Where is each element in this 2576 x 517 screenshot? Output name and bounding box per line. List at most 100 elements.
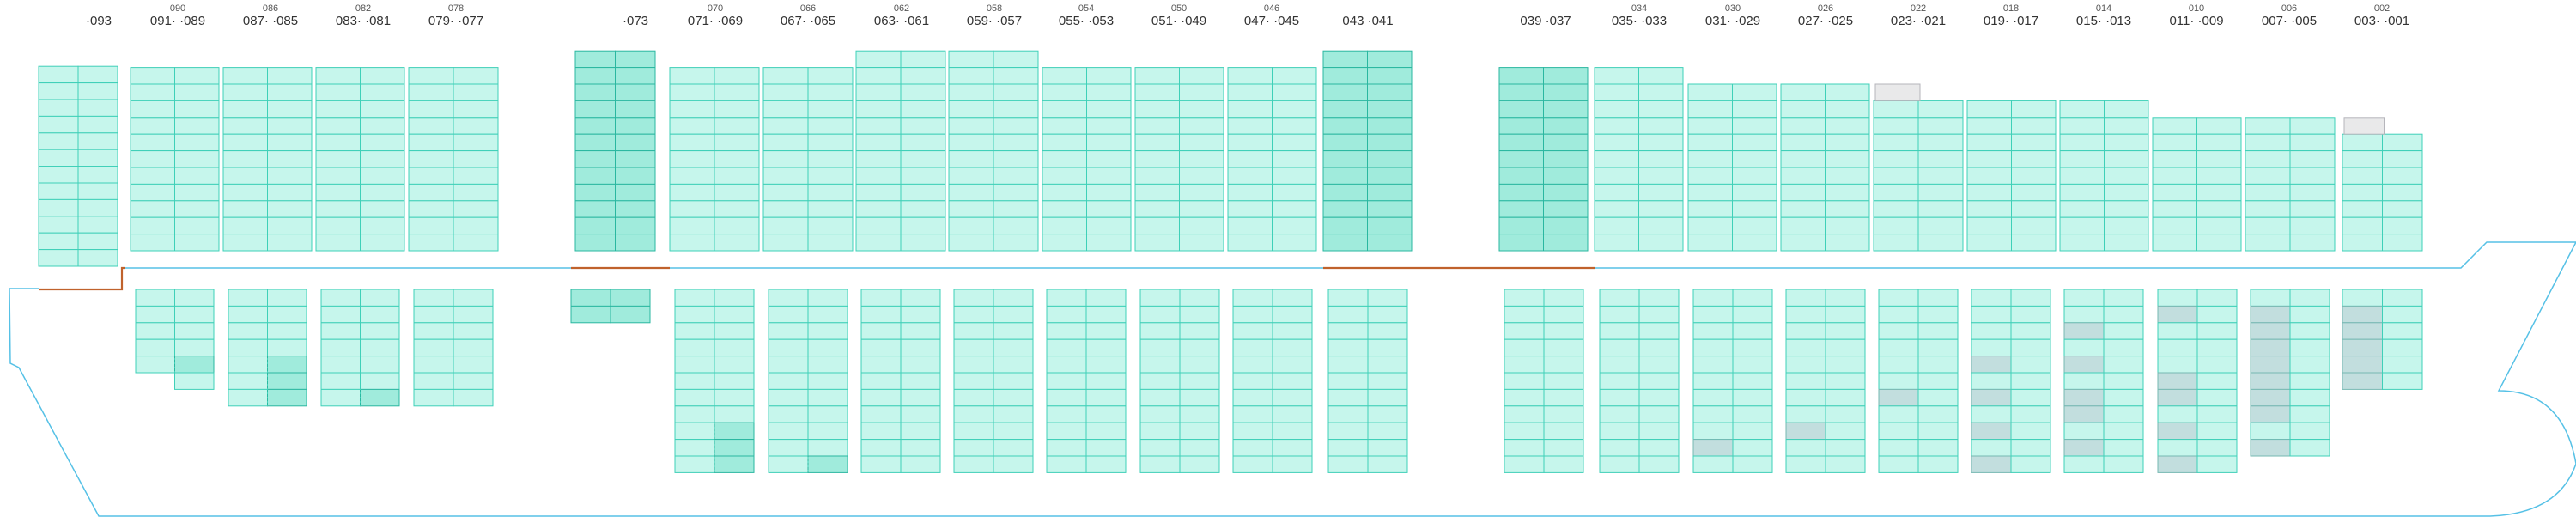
container-slot bbox=[1692, 356, 1734, 374]
container-slot bbox=[2382, 289, 2423, 307]
container-slot bbox=[1638, 234, 1684, 252]
container-slot bbox=[2063, 422, 2105, 441]
container-slot bbox=[674, 338, 715, 357]
container-slot bbox=[360, 183, 405, 202]
container-slot bbox=[1692, 338, 1734, 357]
container-slot bbox=[1638, 133, 1684, 152]
container-slot bbox=[360, 100, 405, 119]
container-slot bbox=[1971, 322, 2012, 340]
container-slot bbox=[1232, 372, 1273, 390]
container-slot bbox=[1179, 183, 1224, 202]
container-slot bbox=[1086, 200, 1132, 218]
container-slot bbox=[855, 183, 902, 202]
container-slot bbox=[714, 150, 760, 168]
container-slot bbox=[174, 117, 220, 135]
container-slot bbox=[1046, 422, 1087, 441]
container-slot bbox=[315, 200, 361, 218]
container-slot bbox=[1732, 422, 1773, 441]
container-slot bbox=[1272, 67, 1317, 85]
container-slot bbox=[413, 388, 454, 407]
container-slot bbox=[768, 405, 809, 423]
container-slot bbox=[1139, 322, 1181, 340]
container-slot bbox=[1873, 216, 1919, 235]
container-slot bbox=[714, 67, 760, 85]
container-slot bbox=[1543, 322, 1584, 340]
container-slot bbox=[1780, 117, 1826, 135]
container-slot bbox=[453, 338, 494, 357]
container-slot bbox=[1825, 372, 1866, 390]
container-slot bbox=[669, 133, 715, 152]
container-slot bbox=[1971, 305, 2012, 324]
container-slot bbox=[669, 234, 715, 252]
container-slot bbox=[2289, 216, 2336, 235]
container-slot bbox=[1687, 100, 1733, 119]
container-slot bbox=[2196, 150, 2242, 168]
container-slot bbox=[714, 388, 755, 407]
container-slot bbox=[993, 455, 1034, 473]
container-slot bbox=[174, 167, 220, 185]
container-slot bbox=[1322, 234, 1368, 252]
container-slot bbox=[2103, 439, 2144, 457]
container-slot bbox=[2011, 200, 2057, 218]
container-slot bbox=[1327, 388, 1369, 407]
container-slot bbox=[1878, 422, 1919, 441]
bay-b050 bbox=[1134, 67, 1224, 473]
container-slot bbox=[2103, 405, 2144, 423]
container-slot bbox=[1046, 305, 1087, 324]
container-slot bbox=[1543, 455, 1584, 473]
container-slot bbox=[1179, 388, 1220, 407]
bay-label-small: 050 bbox=[1170, 3, 1188, 14]
container-slot bbox=[2382, 305, 2423, 324]
container-slot bbox=[762, 183, 809, 202]
container-slot bbox=[2289, 133, 2336, 152]
container-slot bbox=[768, 356, 809, 374]
container-slot bbox=[1322, 67, 1368, 85]
container-slot bbox=[174, 67, 220, 85]
container-slot bbox=[714, 356, 755, 374]
container-slot bbox=[228, 388, 268, 407]
container-slot bbox=[674, 356, 715, 374]
container-slot bbox=[1599, 338, 1640, 357]
container-slot bbox=[38, 115, 79, 134]
container-slot bbox=[860, 338, 902, 357]
container-slot bbox=[855, 200, 902, 218]
container-slot bbox=[2011, 234, 2057, 252]
container-slot bbox=[1825, 356, 1866, 374]
container-slot bbox=[2104, 234, 2149, 252]
container-slot bbox=[1825, 322, 1866, 340]
bay-b022 bbox=[1873, 83, 1964, 473]
container-slot bbox=[1594, 150, 1639, 168]
container-slot bbox=[408, 67, 454, 85]
container-slot bbox=[1367, 133, 1413, 152]
container-slot bbox=[222, 67, 268, 85]
container-slot bbox=[2010, 455, 2051, 473]
container-slot bbox=[1086, 183, 1132, 202]
container-slot bbox=[1825, 305, 1866, 324]
container-slot bbox=[615, 183, 656, 202]
container-slot bbox=[574, 167, 616, 185]
container-slot bbox=[222, 150, 268, 168]
container-slot bbox=[174, 234, 220, 252]
container-slot bbox=[1543, 67, 1589, 85]
container-slot bbox=[267, 234, 313, 252]
container-slot bbox=[993, 305, 1034, 324]
container-slot bbox=[408, 167, 454, 185]
bay-b014 bbox=[2059, 100, 2149, 473]
container-slot bbox=[1327, 372, 1369, 390]
container-slot bbox=[1179, 405, 1220, 423]
container-slot bbox=[315, 100, 361, 119]
container-slot bbox=[38, 166, 79, 184]
container-slot bbox=[1687, 200, 1733, 218]
container-slot bbox=[1825, 133, 1870, 152]
container-slot bbox=[2152, 167, 2197, 185]
bay-b073 bbox=[570, 50, 656, 324]
container-slot bbox=[2059, 117, 2105, 135]
container-slot-gray bbox=[2250, 405, 2291, 423]
container-slot bbox=[953, 405, 994, 423]
container-slot bbox=[2196, 183, 2242, 202]
container-slot bbox=[2245, 117, 2291, 135]
container-slot bbox=[1785, 372, 1826, 390]
container-slot bbox=[2196, 422, 2238, 441]
container-slot bbox=[1042, 67, 1087, 85]
container-slot bbox=[993, 422, 1034, 441]
